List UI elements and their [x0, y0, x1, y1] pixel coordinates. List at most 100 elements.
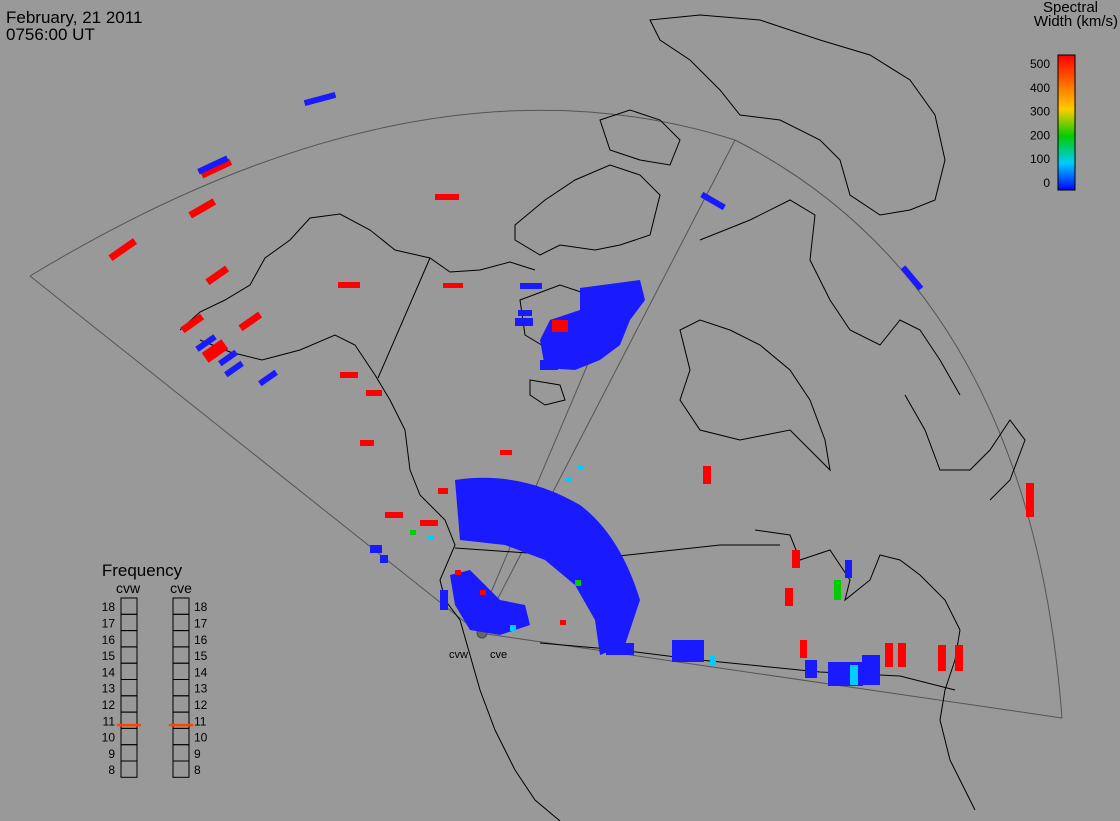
- cell: [200, 158, 233, 179]
- cell: [703, 466, 711, 484]
- cell: [195, 334, 217, 352]
- labrador-coast: [904, 394, 1026, 501]
- frequency-radar-right: cve: [170, 580, 192, 596]
- cell: [180, 313, 205, 334]
- frequency-gauge-cell: [172, 646, 190, 664]
- frequency-gauge-cell: [120, 695, 138, 713]
- cell: [845, 560, 852, 578]
- frequency-gauge-cell: [172, 630, 190, 648]
- cell: [672, 640, 704, 662]
- colorbar-frame: [1057, 54, 1076, 191]
- frequency-gauge-cell: [120, 662, 138, 681]
- colorbar-title-line1: Spectral: [1043, 0, 1098, 16]
- frequency-gauge-cell: [172, 597, 190, 615]
- frequency-tick-right: 13: [194, 682, 208, 696]
- great-lakes: [754, 529, 961, 631]
- cell: [700, 191, 726, 211]
- cell: [577, 465, 584, 470]
- frequency-gauge-cell: [172, 760, 190, 778]
- alaska-coast: [179, 213, 536, 331]
- frequency-gauge-cell: [120, 613, 138, 632]
- cell: [515, 318, 533, 326]
- colorbar-title-line2: Width (km/s): [1034, 13, 1118, 30]
- cell: [370, 545, 382, 553]
- frequency-tick-left: 13: [102, 682, 116, 696]
- colorbar-tick-label: 100: [1030, 152, 1050, 166]
- frequency-radar-left: cvw: [116, 580, 141, 596]
- arctic-islands: [514, 164, 661, 256]
- frequency-tick-left: 10: [102, 731, 116, 745]
- frequency-tick-right: 9: [194, 747, 201, 761]
- frequency-tick-left: 18: [102, 600, 116, 614]
- colorbar: Spectral Width (km/s) 500 400 300 200 100 0: [1030, 0, 1118, 191]
- cell: [885, 643, 893, 667]
- cell: [862, 655, 880, 685]
- field-of-view: [29, 109, 1063, 719]
- cell: [518, 310, 532, 316]
- frequency-gauge-cell: [172, 744, 190, 762]
- frequency-title: Frequency: [102, 561, 183, 580]
- frequency-gauge-cell: [120, 760, 138, 778]
- cell: [443, 283, 463, 288]
- date-label: February, 21 2011: [6, 8, 143, 27]
- cell: [540, 360, 558, 370]
- cell: [898, 643, 906, 667]
- inland-water: [529, 379, 566, 406]
- cell: [480, 590, 486, 595]
- cell: [108, 238, 138, 262]
- frequency-tick-left: 12: [102, 698, 116, 712]
- cell: [188, 198, 217, 219]
- backscatter-fan-cve: [455, 477, 640, 655]
- cell: [258, 369, 278, 387]
- fov-west-edge: [29, 275, 476, 631]
- frequency-gauge-cell: [172, 679, 190, 697]
- cell: [224, 360, 244, 378]
- frequency-gauge-cell: [172, 613, 190, 632]
- cell: [1026, 483, 1034, 517]
- time-label: 0756:00 UT: [6, 25, 95, 44]
- radar-label-cvw: cvw: [449, 649, 468, 661]
- cell: [938, 645, 946, 671]
- frequency-tick-right: 14: [194, 665, 208, 679]
- baffin-island: [699, 199, 961, 396]
- frequency-panel: Frequency cvw cve 18 18 17 17 16 16 15 15 14 14 13…: [102, 561, 208, 778]
- colorbar-segment: [1058, 109, 1075, 137]
- arctic-islands-2: [599, 109, 681, 166]
- frequency-gauge-cell: [120, 679, 138, 697]
- cell: [955, 645, 963, 671]
- cell: [805, 660, 817, 678]
- cell: [201, 339, 229, 363]
- alaska-border: [377, 257, 431, 379]
- cell: [575, 580, 581, 586]
- cell: [800, 640, 807, 658]
- frequency-tick-left: 8: [108, 763, 115, 777]
- frequency-tick-left: 15: [102, 649, 116, 663]
- cell: [520, 283, 542, 289]
- frequency-gauge-cell: [172, 662, 190, 681]
- frequency-tick-left: 16: [102, 633, 116, 647]
- cell: [340, 372, 358, 378]
- colorbar-tick-label: 0: [1043, 176, 1050, 190]
- cell: [438, 488, 448, 494]
- cell: [338, 282, 360, 288]
- cell: [850, 665, 858, 685]
- cell: [785, 588, 793, 606]
- frequency-tick-left: 9: [108, 747, 115, 761]
- frequency-gauge-cvw: [117, 597, 141, 778]
- greenland: [649, 14, 946, 216]
- cell: [455, 570, 461, 575]
- frequency-tick-right: 15: [194, 649, 208, 663]
- data-cells: [108, 91, 1034, 686]
- frequency-tick-right: 10: [194, 731, 208, 745]
- cell: [385, 512, 403, 518]
- frequency-gauge-cell: [120, 597, 138, 615]
- radar-label-cve: cve: [490, 649, 507, 661]
- cell: [792, 550, 800, 568]
- frequency-gauge-cell: [172, 727, 190, 746]
- frequency-tick-right: 11: [194, 714, 207, 728]
- fov-arc: [29, 109, 1063, 719]
- cell: [410, 530, 416, 535]
- frequency-gauge-cell: [120, 630, 138, 648]
